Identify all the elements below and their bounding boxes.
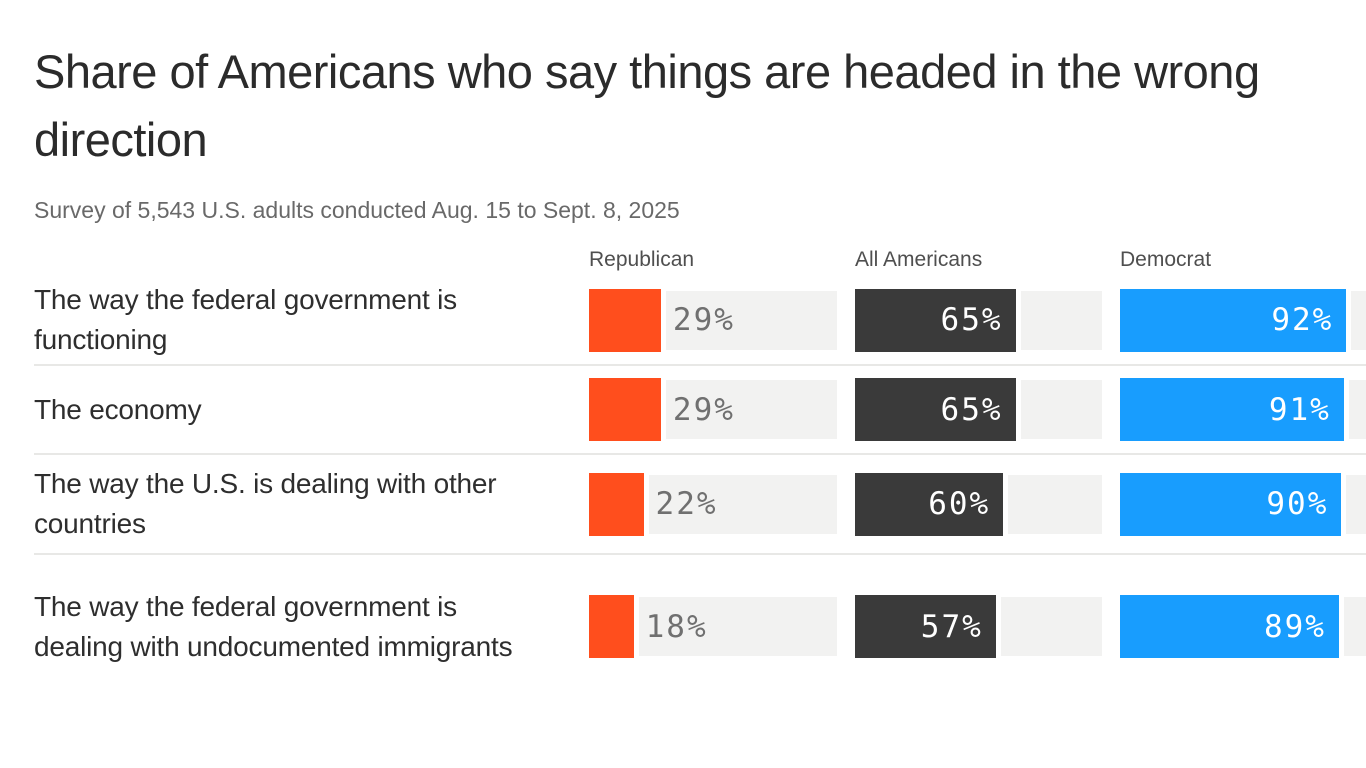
bar-cell-democrat: 91% <box>1120 378 1366 441</box>
bar-cell-democrat: 90% <box>1120 472 1366 536</box>
bar-cell-democrat: 92% <box>1120 288 1366 352</box>
bar-segment: 90% <box>1120 472 1342 536</box>
bar-track <box>665 380 837 439</box>
bar-track <box>638 597 837 656</box>
value-label: 29% <box>672 302 735 338</box>
category-label: The way the federal government is dealin… <box>34 590 513 662</box>
value-label: 91% <box>1268 391 1331 428</box>
bar-track <box>1020 290 1102 350</box>
bar-segment <box>589 378 661 441</box>
bar-segment <box>589 472 644 536</box>
bar-segment: 65% <box>855 378 1016 441</box>
bar-track <box>1346 474 1366 534</box>
bar-cell-all-americans: 57% <box>855 595 1102 658</box>
bar-segment: 89% <box>1120 595 1339 658</box>
bar-cell-all-americans: 65% <box>855 288 1102 352</box>
bar-cell-republican: 18% <box>589 595 837 658</box>
value-label: 57% <box>920 608 983 645</box>
bar-cell-democrat: 89% <box>1120 595 1366 658</box>
bar-track <box>1020 380 1102 439</box>
bar-track <box>1348 380 1366 439</box>
bar-cell-republican: 22% <box>589 472 837 536</box>
category-label: The economy <box>34 393 202 425</box>
value-label: 18% <box>645 608 708 645</box>
bar-track <box>665 290 837 350</box>
value-label: 65% <box>940 302 1003 338</box>
table-row: The way the U.S. is dealing with other c… <box>34 455 1366 555</box>
chart-subtitle: Survey of 5,543 U.S. adults conducted Au… <box>34 197 680 223</box>
bar-segment: 65% <box>855 288 1016 352</box>
bar-segment: 57% <box>855 595 996 658</box>
bar-track <box>648 474 837 534</box>
value-label: 60% <box>928 486 991 522</box>
category-label: The way the U.S. is dealing with other c… <box>34 468 497 539</box>
column-header-democrat: Democrat <box>1120 248 1212 271</box>
value-label: 29% <box>672 391 735 428</box>
column-headers: Republican All Americans Democrat <box>34 246 1366 274</box>
table-row: The way the federal government is dealin… <box>34 555 1366 698</box>
bar-cell-republican: 29% <box>589 378 837 441</box>
chart-rows: The way the federal government is functi… <box>34 276 1366 698</box>
bar-segment <box>589 288 661 352</box>
page-title: Share of Americans who say things are he… <box>34 45 1260 166</box>
value-label: 90% <box>1266 486 1329 522</box>
value-label: 89% <box>1263 608 1326 645</box>
bar-track <box>1343 597 1366 656</box>
category-label: The way the federal government is functi… <box>34 284 457 355</box>
value-label: 65% <box>940 391 1003 428</box>
column-header-all-americans: All Americans <box>855 248 983 271</box>
bar-cell-all-americans: 60% <box>855 472 1102 536</box>
table-row: The economy 29% 65% 91% <box>34 366 1366 455</box>
bar-segment: 92% <box>1120 288 1347 352</box>
bar-cell-republican: 29% <box>589 288 837 352</box>
bar-track <box>1008 474 1102 534</box>
bar-segment: 60% <box>855 472 1004 536</box>
bar-track <box>1000 597 1102 656</box>
value-label: 92% <box>1271 302 1334 338</box>
bar-track <box>1351 290 1366 350</box>
chart-page: Share of Americans who say things are he… <box>34 45 1366 698</box>
bar-cell-all-americans: 65% <box>855 378 1102 441</box>
bar-segment: 91% <box>1120 378 1344 441</box>
value-label: 22% <box>655 486 718 522</box>
column-header-spacer <box>34 246 571 274</box>
table-row: The way the federal government is functi… <box>34 276 1366 366</box>
column-header-republican: Republican <box>589 248 695 271</box>
bar-segment <box>589 595 634 658</box>
